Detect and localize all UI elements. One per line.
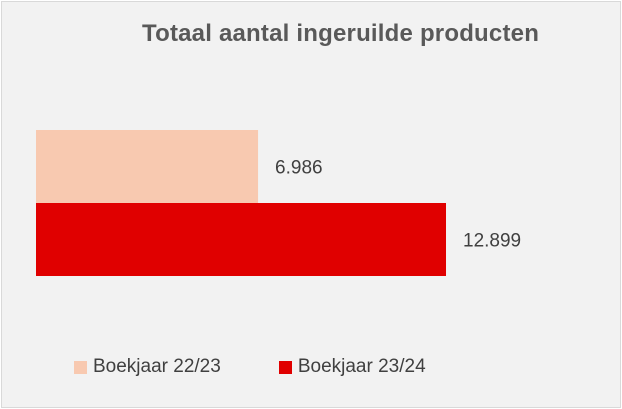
bar-series-2 bbox=[36, 203, 447, 276]
legend-swatch-series-1 bbox=[74, 360, 87, 374]
legend: Boekjaar 22/23 Boekjaar 23/24 bbox=[74, 356, 484, 378]
data-label-series-1: 6.986 bbox=[275, 158, 323, 179]
legend-swatch-series-2 bbox=[278, 360, 292, 374]
legend-label-series-2: Boekjaar 23/24 bbox=[297, 356, 426, 377]
legend-item-series-1: Boekjaar 22/23 bbox=[74, 356, 221, 378]
data-label-series-2: 12.899 bbox=[463, 231, 521, 252]
bar-series-1 bbox=[36, 130, 259, 203]
legend-label-series-1: Boekjaar 22/23 bbox=[93, 356, 221, 377]
chart-title: Totaal aantal ingeruilde producten bbox=[142, 20, 540, 47]
legend-item-series-2: Boekjaar 23/24 bbox=[278, 356, 426, 378]
